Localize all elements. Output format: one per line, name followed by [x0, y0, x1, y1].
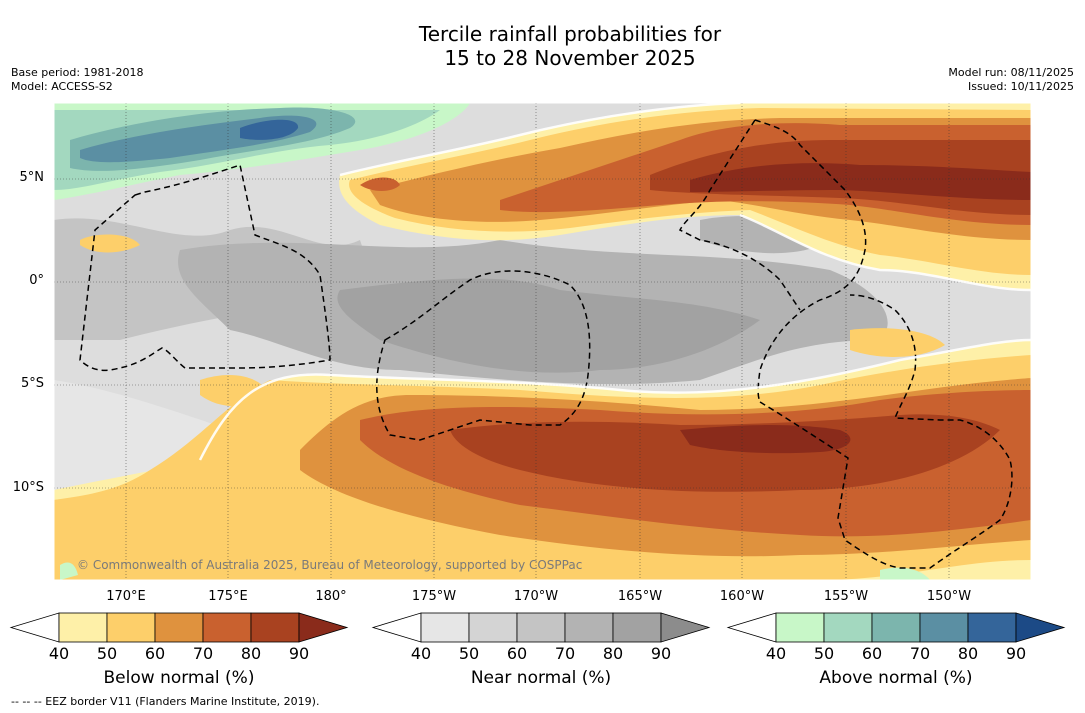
meta-left: Base period: 1981-2018 Model: ACCESS-S2	[11, 66, 143, 94]
below-north-90	[690, 163, 1031, 200]
below-colorbar-extend-high	[298, 612, 349, 643]
above-colorbar-segment-4	[919, 612, 969, 643]
above-colorbar-extend-high	[1015, 612, 1066, 643]
below-south-80	[450, 414, 1000, 492]
below-south-90	[680, 425, 851, 454]
below-colorbar-tick-50: 50	[96, 644, 118, 663]
above-colorbar-tick-90: 90	[1005, 644, 1027, 663]
contour-highlights	[198, 103, 1031, 461]
above-colorbar-tick-40: 40	[765, 644, 787, 663]
title-line-2: 15 to 28 November 2025	[444, 46, 696, 70]
lon-label-160w: 160°W	[719, 589, 765, 604]
lon-label-175w: 175°W	[411, 589, 457, 604]
lon-label-175e: 175°E	[208, 589, 248, 604]
above-colorbar-segment-1	[775, 612, 825, 643]
below-colorbar-segment-1	[58, 612, 108, 643]
lon-label-170e: 170°E	[106, 589, 146, 604]
above-normal-90	[240, 119, 299, 140]
near-colorbar-tick-40: 40	[410, 644, 432, 663]
eez-footnote: -- -- -- EEZ border V11 (Flanders Marine…	[11, 695, 320, 708]
below-colorbar-tick-80: 80	[240, 644, 262, 663]
lon-label-180: 180°	[315, 589, 347, 604]
near-colorbar-tick-70: 70	[554, 644, 576, 663]
eez-north-east	[754, 119, 867, 403]
below-colorbar-tick-70: 70	[192, 644, 214, 663]
map-title: Tercile rainfall probabilities for 15 to…	[0, 22, 1085, 70]
below-colorbar-tick-40: 40	[48, 644, 70, 663]
above-colorbar-extend-low	[726, 612, 777, 643]
issued-date: Issued: 10/11/2025	[967, 80, 1074, 93]
near-colorbar-segment-5	[612, 612, 662, 643]
below-colorbar-extend-low	[9, 612, 60, 643]
legend-title-near: Near normal (%)	[470, 668, 612, 688]
lat-label-10s: 10°S	[12, 480, 44, 495]
model-name: Model: ACCESS-S2	[11, 80, 113, 93]
eez-borders	[79, 119, 1013, 569]
above-colorbar-tick-60: 60	[861, 644, 883, 663]
near-colorbar-segment-4	[564, 612, 614, 643]
below-colorbar-segment-3	[154, 612, 204, 643]
above-colorbar-tick-80: 80	[957, 644, 979, 663]
near-colorbar-tick-90: 90	[650, 644, 672, 663]
colorbar-above-normal	[726, 612, 1066, 643]
near-colorbar-segment-3	[516, 612, 566, 643]
lat-label-5n: 5°N	[19, 170, 45, 185]
graticule	[54, 103, 1031, 580]
probability-field	[54, 103, 1031, 580]
lon-label-150w: 150°W	[926, 589, 972, 604]
above-colorbar-segment-2	[823, 612, 873, 643]
below-colorbar-segment-2	[106, 612, 156, 643]
eez-south-east	[759, 294, 1013, 569]
below-colorbar-tick-90: 90	[288, 644, 310, 663]
near-colorbar-extend-low	[371, 612, 422, 643]
lon-label-170w: 170°W	[513, 589, 559, 604]
legend-title-below: Below normal (%)	[103, 668, 255, 688]
below-colorbar-segment-5	[250, 612, 300, 643]
eez-central	[376, 270, 591, 441]
base-period: Base period: 1981-2018	[11, 66, 144, 79]
lon-label-155w: 155°W	[823, 589, 869, 604]
legend-title-above: Above normal (%)	[819, 668, 973, 688]
colorbar-near-normal	[371, 612, 711, 643]
near-colorbar-tick-50: 50	[458, 644, 480, 663]
near-colorbar-tick-60: 60	[506, 644, 528, 663]
colorbar-below-normal	[9, 612, 349, 643]
near-normal-90	[337, 278, 760, 373]
title-line-1: Tercile rainfall probabilities for	[418, 22, 722, 46]
above-colorbar-segment-3	[871, 612, 921, 643]
model-run: Model run: 08/11/2025	[948, 66, 1074, 79]
near-colorbar-extend-high	[660, 612, 711, 643]
above-colorbar-tick-50: 50	[813, 644, 835, 663]
above-colorbar-segment-5	[967, 612, 1017, 643]
copyright-credit: © Commonwealth of Australia 2025, Bureau…	[77, 558, 583, 572]
meta-right: Model run: 08/11/2025 Issued: 10/11/2025	[948, 66, 1074, 94]
near-colorbar-tick-80: 80	[602, 644, 624, 663]
above-colorbar-tick-70: 70	[909, 644, 931, 663]
lat-label-5s: 5°S	[20, 376, 44, 391]
near-colorbar-segment-2	[468, 612, 518, 643]
lat-label-0: 0°	[29, 273, 44, 288]
lon-label-165w: 165°W	[617, 589, 663, 604]
below-colorbar-segment-4	[202, 612, 252, 643]
below-colorbar-tick-60: 60	[144, 644, 166, 663]
near-colorbar-segment-1	[420, 612, 470, 643]
